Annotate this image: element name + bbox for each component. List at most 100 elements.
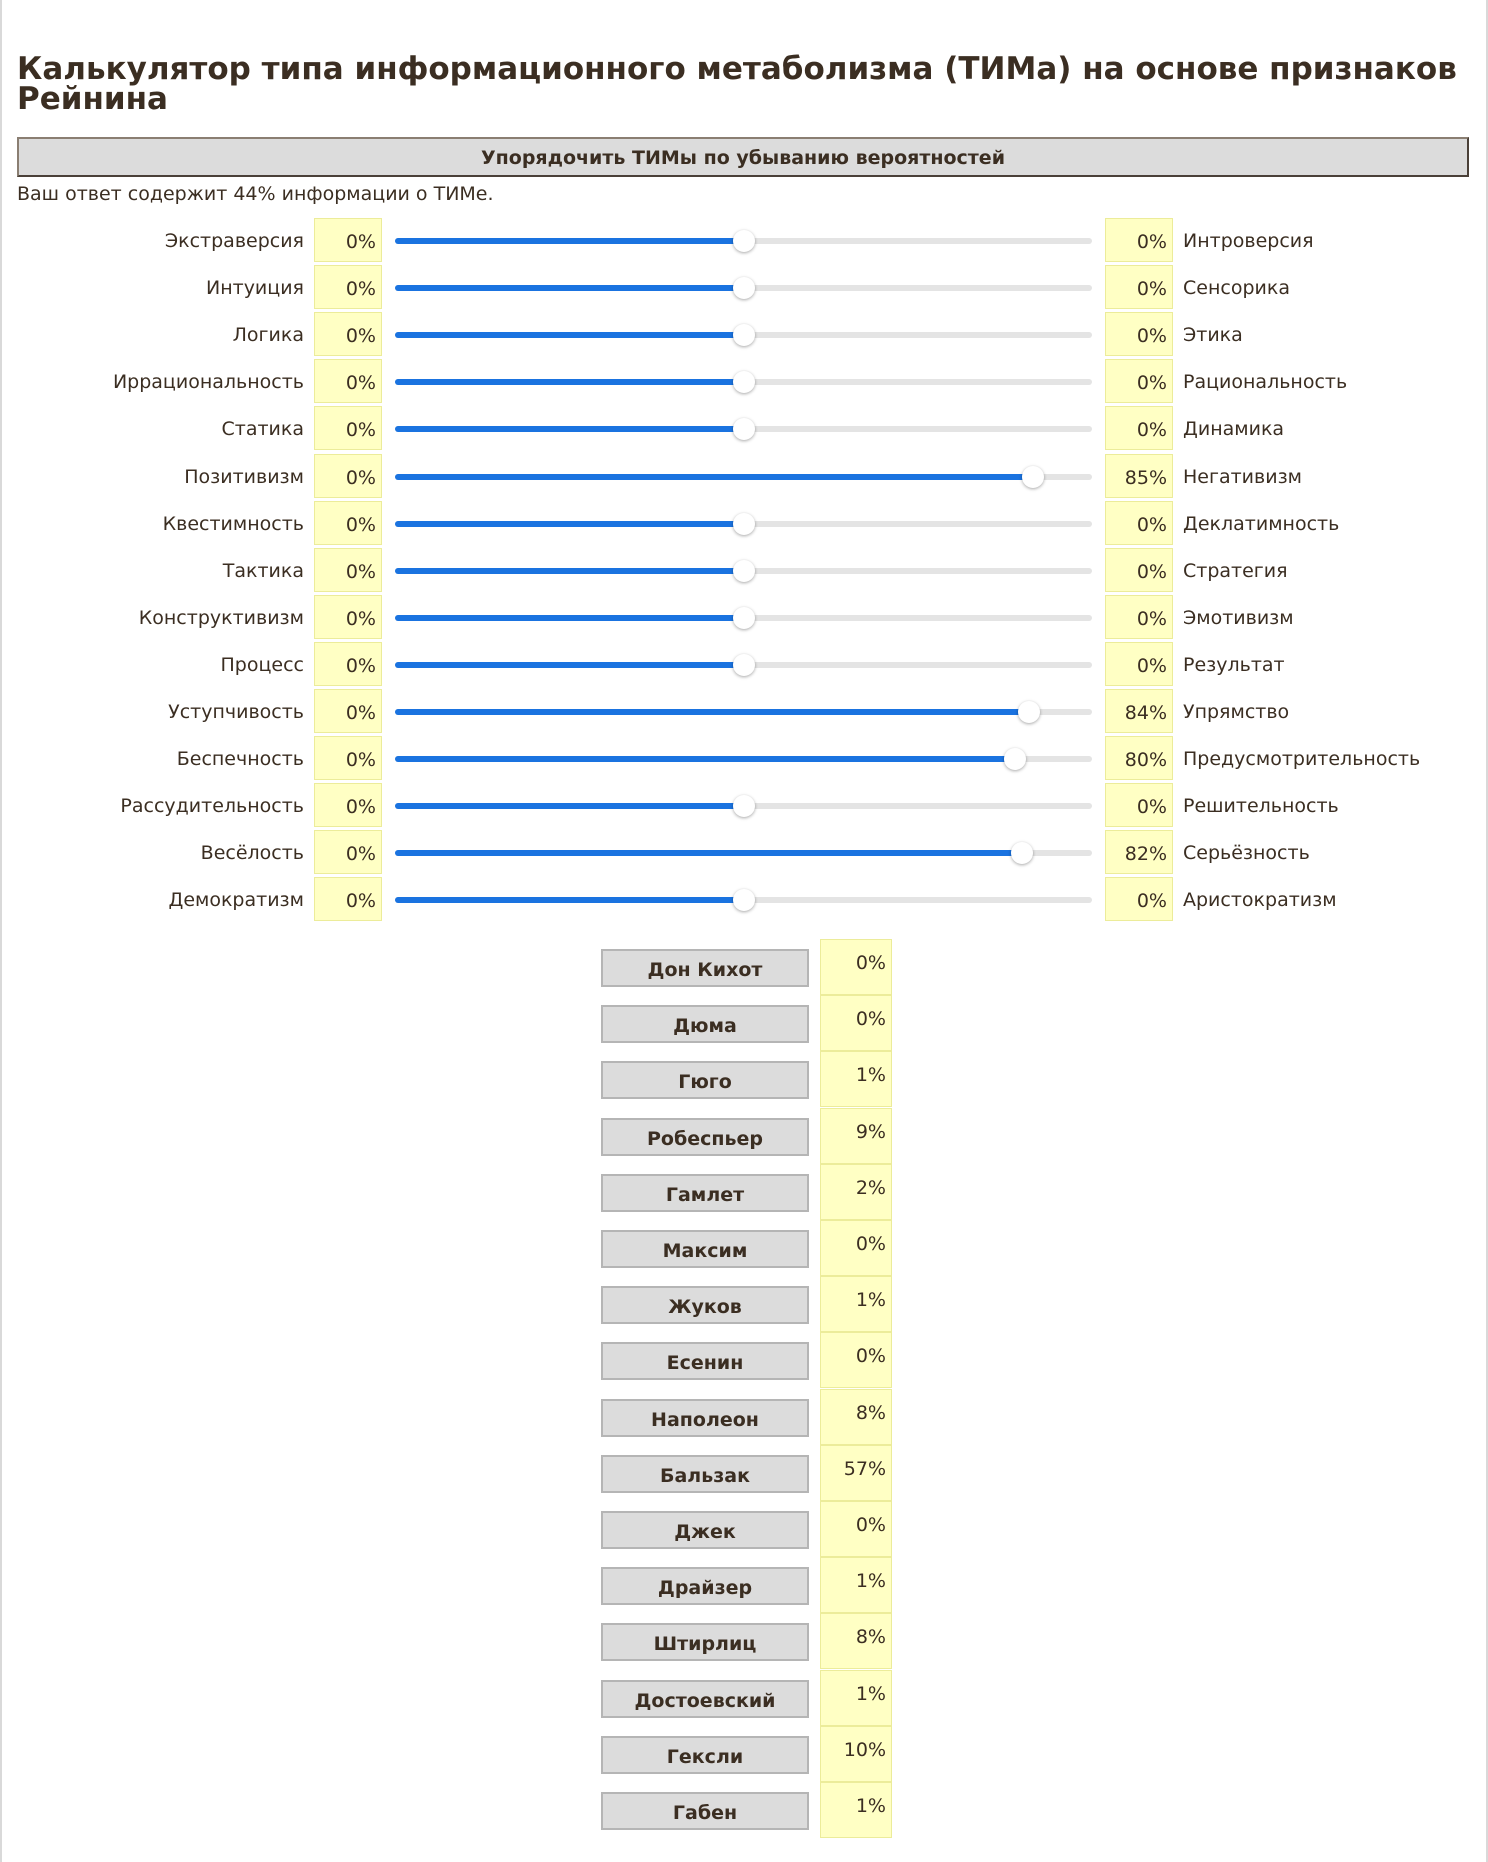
scale-left-value: 0% bbox=[314, 783, 382, 827]
type-button[interactable]: Дон Кихот bbox=[601, 949, 809, 987]
slider-thumb[interactable] bbox=[733, 889, 755, 911]
scale-right-value: 80% bbox=[1105, 736, 1173, 780]
slider-fill bbox=[395, 426, 744, 432]
type-row: Дон Кихот 0% bbox=[0, 939, 1488, 995]
type-row: Робеспьер 9% bbox=[0, 1108, 1488, 1164]
type-button[interactable]: Драйзер bbox=[601, 1567, 809, 1605]
type-button[interactable]: Штирлиц bbox=[601, 1623, 809, 1661]
type-button[interactable]: Робеспьер bbox=[601, 1118, 809, 1156]
scale-left-value: 0% bbox=[314, 265, 382, 309]
type-button[interactable]: Наполеон bbox=[601, 1399, 809, 1437]
type-row: Драйзер 1% bbox=[0, 1557, 1488, 1613]
slider-thumb[interactable] bbox=[733, 795, 755, 817]
type-probability: 1% bbox=[820, 1782, 892, 1838]
type-button[interactable]: Гексли bbox=[601, 1736, 809, 1774]
scale-left-value: 0% bbox=[314, 359, 382, 403]
scale-slider[interactable] bbox=[395, 748, 1092, 770]
sort-types-button[interactable]: Упорядочить ТИМы по убыванию вероятносте… bbox=[17, 137, 1469, 177]
slider-thumb[interactable] bbox=[733, 607, 755, 629]
type-row: Дюма 0% bbox=[0, 995, 1488, 1051]
scale-slider[interactable] bbox=[395, 654, 1092, 676]
scale-left-label: Уступчивость bbox=[168, 701, 304, 723]
type-button[interactable]: Жуков bbox=[601, 1286, 809, 1324]
scale-slider[interactable] bbox=[395, 842, 1092, 864]
type-probability: 0% bbox=[820, 939, 892, 995]
scale-slider[interactable] bbox=[395, 324, 1092, 346]
scale-slider[interactable] bbox=[395, 418, 1092, 440]
scale-right-value: 0% bbox=[1105, 359, 1173, 403]
type-probability: 57% bbox=[820, 1445, 892, 1501]
slider-fill bbox=[395, 709, 1029, 715]
type-probability: 1% bbox=[820, 1670, 892, 1726]
slider-thumb[interactable] bbox=[733, 371, 755, 393]
scale-slider[interactable] bbox=[395, 371, 1092, 393]
scale-right-value: 0% bbox=[1105, 783, 1173, 827]
type-button[interactable]: Есенин bbox=[601, 1342, 809, 1380]
slider-thumb[interactable] bbox=[733, 277, 755, 299]
scale-right-value: 0% bbox=[1105, 548, 1173, 592]
scale-left-value: 0% bbox=[314, 689, 382, 733]
slider-thumb[interactable] bbox=[1004, 748, 1026, 770]
scale-slider[interactable] bbox=[395, 795, 1092, 817]
scale-left-label: Беспечность bbox=[176, 748, 304, 770]
type-probability: 8% bbox=[820, 1389, 892, 1445]
type-probability: 0% bbox=[820, 995, 892, 1051]
type-row: Гамлет 2% bbox=[0, 1164, 1488, 1220]
slider-fill bbox=[395, 285, 744, 291]
slider-thumb[interactable] bbox=[1018, 701, 1040, 723]
type-row: Гексли 10% bbox=[0, 1726, 1488, 1782]
slider-thumb[interactable] bbox=[733, 324, 755, 346]
slider-fill bbox=[395, 897, 744, 903]
scale-slider[interactable] bbox=[395, 277, 1092, 299]
scale-left-value: 0% bbox=[314, 642, 382, 686]
type-button[interactable]: Гамлет bbox=[601, 1174, 809, 1212]
type-button[interactable]: Габен bbox=[601, 1792, 809, 1830]
scale-left-label: Весёлость bbox=[200, 842, 304, 864]
type-button[interactable]: Достоевский bbox=[601, 1680, 809, 1718]
scale-right-label: Сенсорика bbox=[1183, 277, 1290, 299]
type-probability: 0% bbox=[820, 1501, 892, 1557]
scale-left-label: Рассудительность bbox=[120, 795, 304, 817]
scale-slider[interactable] bbox=[395, 513, 1092, 535]
scale-slider[interactable] bbox=[395, 607, 1092, 629]
scale-row: Беспечность 0% 80% Предусмотрительность bbox=[0, 736, 1488, 782]
scale-left-label: Иррациональность bbox=[112, 371, 304, 393]
scale-left-value: 0% bbox=[314, 736, 382, 780]
slider-fill bbox=[395, 850, 1022, 856]
scale-left-value: 0% bbox=[314, 830, 382, 874]
slider-thumb[interactable] bbox=[733, 230, 755, 252]
slider-thumb[interactable] bbox=[733, 418, 755, 440]
slider-fill bbox=[395, 332, 744, 338]
scale-row: Иррациональность 0% 0% Рациональность bbox=[0, 359, 1488, 405]
page-border-left bbox=[0, 0, 2, 1862]
scale-right-value: 0% bbox=[1105, 595, 1173, 639]
type-probability: 8% bbox=[820, 1613, 892, 1669]
slider-fill bbox=[395, 379, 744, 385]
type-button[interactable]: Джек bbox=[601, 1511, 809, 1549]
scale-right-label: Динамика bbox=[1183, 418, 1285, 440]
scale-row: Рассудительность 0% 0% Решительность bbox=[0, 783, 1488, 829]
scale-slider[interactable] bbox=[395, 889, 1092, 911]
slider-thumb[interactable] bbox=[1022, 466, 1044, 488]
type-button[interactable]: Бальзак bbox=[601, 1455, 809, 1493]
slider-thumb[interactable] bbox=[733, 513, 755, 535]
scale-slider[interactable] bbox=[395, 560, 1092, 582]
type-button[interactable]: Максим bbox=[601, 1230, 809, 1268]
scale-slider[interactable] bbox=[395, 230, 1092, 252]
scale-right-label: Эмотивизм bbox=[1183, 607, 1294, 629]
type-row: Достоевский 1% bbox=[0, 1670, 1488, 1726]
scale-slider[interactable] bbox=[395, 466, 1092, 488]
scale-right-value: 0% bbox=[1105, 312, 1173, 356]
scale-right-label: Негативизм bbox=[1183, 466, 1303, 488]
scale-left-label: Интуиция bbox=[205, 277, 304, 299]
type-button[interactable]: Дюма bbox=[601, 1005, 809, 1043]
scale-right-label: Интроверсия bbox=[1183, 230, 1314, 252]
slider-thumb[interactable] bbox=[733, 654, 755, 676]
slider-thumb[interactable] bbox=[733, 560, 755, 582]
page-title: Калькулятор типа информационного метабол… bbox=[17, 51, 1457, 117]
scale-row: Интуиция 0% 0% Сенсорика bbox=[0, 265, 1488, 311]
slider-thumb[interactable] bbox=[1011, 842, 1033, 864]
type-button[interactable]: Гюго bbox=[601, 1061, 809, 1099]
scale-slider[interactable] bbox=[395, 701, 1092, 723]
scale-right-value: 0% bbox=[1105, 501, 1173, 545]
